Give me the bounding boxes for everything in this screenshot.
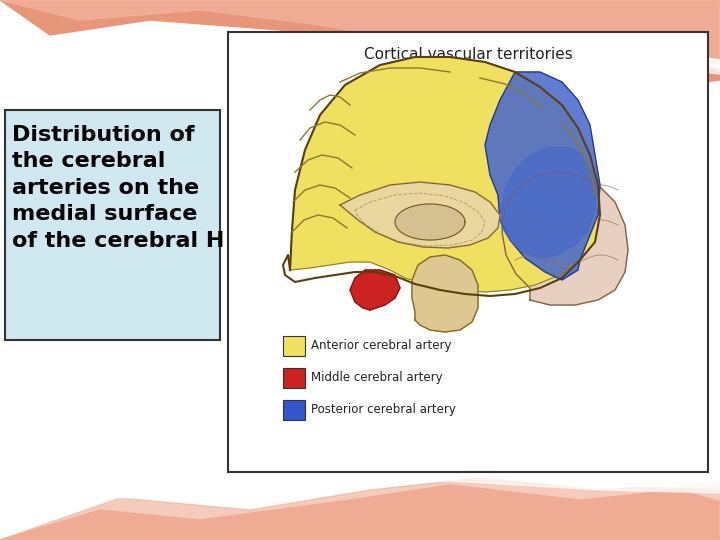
Polygon shape (500, 147, 596, 258)
Polygon shape (412, 255, 478, 332)
Polygon shape (0, 0, 720, 85)
Polygon shape (485, 72, 600, 280)
Polygon shape (0, 478, 720, 540)
Polygon shape (502, 172, 628, 305)
Text: Posterior cerebral artery: Posterior cerebral artery (311, 403, 456, 416)
Bar (283, 336, 305, 356)
Polygon shape (395, 204, 465, 240)
Text: Anterior cerebral artery: Anterior cerebral artery (311, 340, 451, 353)
Polygon shape (0, 0, 720, 72)
Polygon shape (340, 182, 500, 248)
Bar (283, 368, 305, 388)
Text: Cortical vascular territories: Cortical vascular territories (364, 47, 572, 62)
Text: Distribution of
the cerebral
arteries on the
medial surface
of the cerebral H: Distribution of the cerebral arteries on… (12, 125, 225, 251)
Polygon shape (350, 270, 400, 310)
Polygon shape (290, 57, 600, 292)
Text: Middle cerebral artery: Middle cerebral artery (311, 372, 443, 384)
Bar (283, 400, 305, 420)
Polygon shape (0, 485, 720, 540)
FancyBboxPatch shape (228, 32, 708, 472)
FancyBboxPatch shape (5, 110, 220, 340)
